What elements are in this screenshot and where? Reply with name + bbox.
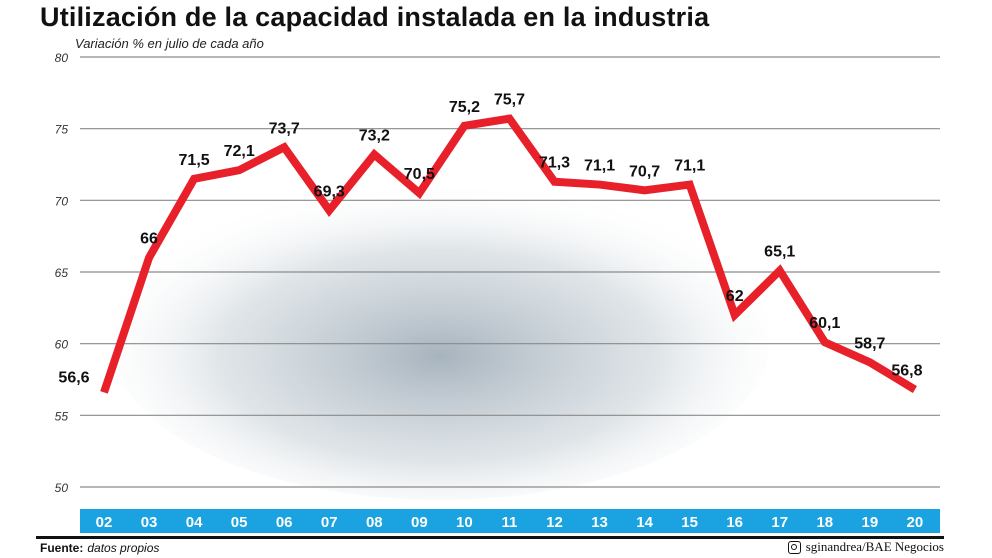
x-tick-label: 12 [546, 514, 563, 531]
source-note: Fuente: datos propios [40, 541, 159, 555]
data-label: 70,5 [404, 166, 435, 183]
factory-photo-background [110, 180, 770, 500]
x-tick-label: 02 [96, 514, 113, 531]
y-tick-label: 50 [55, 481, 69, 495]
y-tick-label: 55 [55, 409, 69, 423]
data-label: 75,2 [449, 99, 480, 116]
data-label: 71,1 [674, 158, 705, 175]
data-label: 73,7 [269, 120, 300, 137]
data-label: 70,7 [629, 163, 660, 180]
data-label: 56,8 [891, 363, 922, 380]
y-tick-label: 70 [55, 194, 69, 208]
x-tick-label: 09 [411, 514, 428, 531]
source-label: Fuente: [40, 541, 84, 555]
x-tick-label: 18 [816, 514, 833, 531]
x-tick-label: 17 [771, 514, 788, 531]
chart-subtitle: Variación % en julio de cada año [75, 36, 264, 51]
chart-title: Utilización de la capacidad instalada en… [40, 2, 710, 32]
data-label: 58,7 [854, 335, 885, 352]
data-label: 69,3 [314, 183, 345, 200]
data-label: 56,6 [58, 369, 89, 386]
x-tick-label: 20 [907, 514, 924, 531]
x-tick-label: 06 [276, 514, 293, 531]
data-label: 71,1 [584, 158, 615, 175]
x-tick-label: 11 [502, 514, 518, 531]
x-tick-label: 15 [681, 514, 698, 531]
y-tick-label: 75 [55, 123, 69, 137]
y-tick-label: 65 [55, 266, 69, 280]
x-tick-label: 19 [862, 514, 879, 531]
x-tick-label: 03 [141, 514, 158, 531]
x-tick-label: 05 [231, 514, 248, 531]
x-tick-label: 13 [591, 514, 608, 531]
data-label: 75,7 [494, 92, 525, 109]
x-tick-label: 10 [456, 514, 473, 531]
footer-rule [36, 536, 944, 539]
credit: sginandrea/BAE Negocios [787, 539, 944, 555]
data-label: 60,1 [809, 315, 840, 332]
x-tick-label: 04 [186, 514, 203, 531]
data-label: 72,1 [224, 143, 255, 160]
data-label: 71,5 [179, 152, 210, 169]
data-label: 66 [140, 231, 158, 248]
x-tick-label: 16 [726, 514, 743, 531]
y-tick-label: 80 [55, 51, 69, 65]
x-axis-band [80, 509, 940, 533]
x-tick-label: 07 [321, 514, 338, 531]
data-label: 65,1 [764, 244, 795, 261]
x-tick-label: 08 [366, 514, 383, 531]
source-value: datos propios [87, 541, 160, 555]
data-label: 71,3 [539, 155, 570, 172]
data-label: 73,2 [359, 127, 390, 144]
instagram-icon [787, 540, 801, 554]
credit-text: sginandrea/BAE Negocios [805, 539, 944, 554]
data-label: 62 [726, 288, 744, 305]
y-tick-label: 60 [55, 338, 69, 352]
x-tick-label: 14 [636, 514, 653, 531]
